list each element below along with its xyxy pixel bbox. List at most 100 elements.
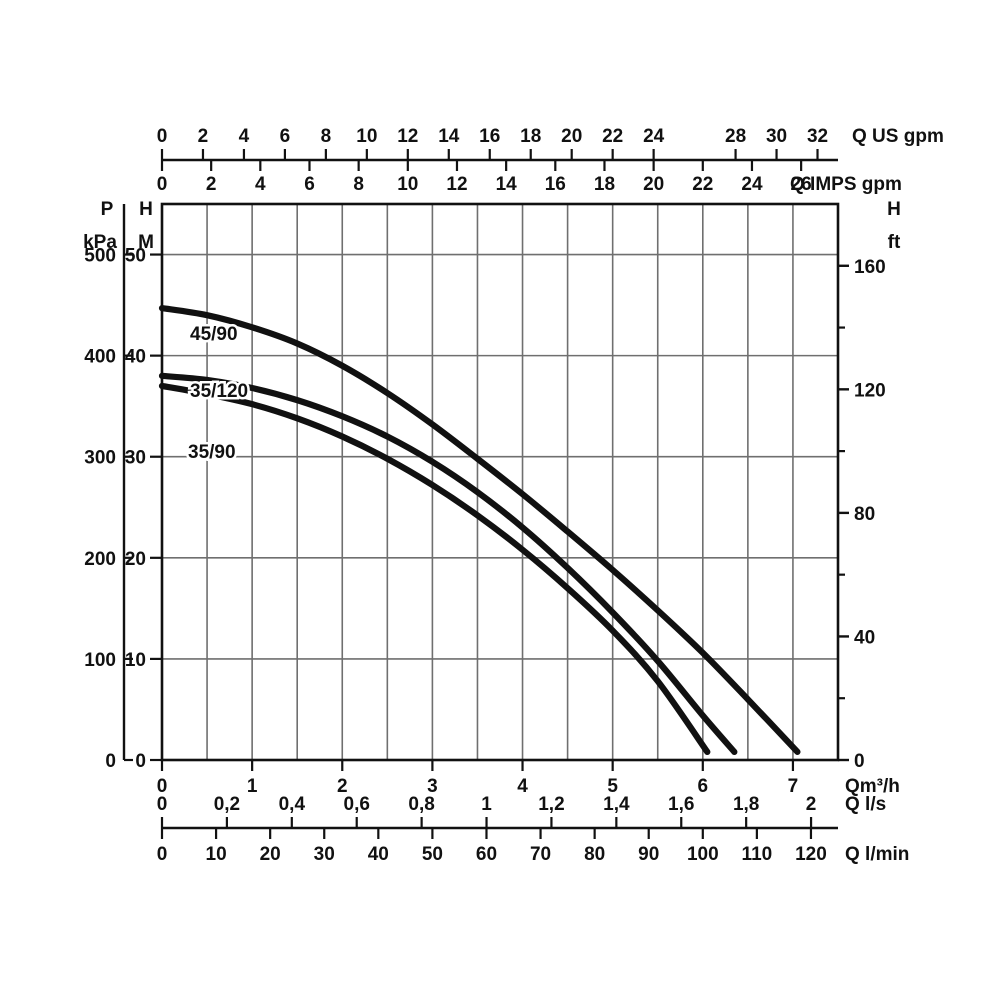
tick-label-head-ft: 120 — [854, 380, 886, 401]
tick-label-m3h: 1 — [247, 776, 258, 797]
tick-label-lmin: 10 — [206, 844, 227, 865]
plot-frame — [160, 202, 840, 762]
tick-label-lmin: 120 — [795, 844, 827, 865]
tick-label-m3h: 2 — [337, 776, 348, 797]
axis-tick-labels: 0 2 4 6 8 10 12 14 16 18 20 22 24 28 30 320 2 4 6 8 10 12 14 16… — [84, 126, 885, 865]
tick-label-ls: 1,6 — [668, 794, 694, 815]
tick-label-us-gpm: 28 — [725, 126, 746, 147]
grid-lines — [162, 204, 838, 760]
tick-label-us-gpm: 2 — [198, 126, 209, 147]
tick-label-pressure-kpa: 200 — [84, 549, 116, 570]
tick-label-us-gpm: 6 — [280, 126, 291, 147]
tick-label-ls: 1,8 — [733, 794, 759, 815]
tick-label-us-gpm: 16 — [479, 126, 500, 147]
plot-border — [160, 202, 840, 762]
tick-label-ls: 0,4 — [279, 794, 306, 815]
tick-label-imps-gpm: 20 — [643, 174, 664, 195]
curve-35-120 — [158, 372, 738, 756]
tick-label-ls: 2 — [806, 794, 817, 815]
curve-label-35-90: 35/90 — [188, 442, 236, 463]
curve-45-90 — [158, 305, 801, 756]
tick-label-us-gpm: 4 — [239, 126, 250, 147]
tick-label-imps-gpm: 26 — [791, 174, 812, 195]
tick-label-us-gpm: 30 — [766, 126, 787, 147]
tick-label-lmin: 110 — [742, 844, 773, 865]
tick-label-head-ft: 80 — [854, 504, 875, 525]
tick-label-us-gpm: 0 — [157, 126, 168, 147]
tick-label-ls: 1 — [481, 794, 492, 815]
tick-label-m3h: 6 — [698, 776, 709, 797]
tick-label-head-m: 20 — [125, 549, 146, 570]
tick-label-lmin: 30 — [314, 844, 335, 865]
tick-label-imps-gpm: 2 — [206, 174, 217, 195]
tick-label-imps-gpm: 18 — [594, 174, 615, 195]
tick-label-lmin: 40 — [368, 844, 389, 865]
tick-label-imps-gpm: 24 — [741, 174, 763, 195]
tick-label-lmin: 100 — [687, 844, 719, 865]
tick-label-imps-gpm: 0 — [157, 174, 168, 195]
curve-labels: 45/90 35/120 35/90 — [186, 322, 251, 466]
tick-label-us-gpm: 32 — [807, 126, 828, 147]
tick-label-imps-gpm: 4 — [255, 174, 266, 195]
tick-label-us-gpm: 14 — [438, 126, 460, 147]
tick-label-pressure-kpa: 400 — [84, 347, 116, 368]
tick-label-lmin: 70 — [530, 844, 551, 865]
tick-label-head-ft: 40 — [854, 627, 875, 648]
axis-name-lmin: Q l/min — [845, 844, 909, 865]
tick-label-head-m: 30 — [125, 448, 146, 469]
tick-label-lmin: 50 — [422, 844, 443, 865]
tick-label-lmin: 90 — [638, 844, 659, 865]
tick-label-us-gpm: 20 — [561, 126, 582, 147]
tick-label-imps-gpm: 8 — [353, 174, 364, 195]
tick-label-lmin: 80 — [584, 844, 605, 865]
axis-name-ls: Q l/s — [845, 794, 886, 815]
tick-label-lmin: 20 — [260, 844, 281, 865]
tick-label-imps-gpm: 16 — [545, 174, 566, 195]
tick-label-head-m: 10 — [125, 650, 146, 671]
axis-name-imps-gpm: Q IMPS gpm — [790, 174, 902, 195]
axis-rules — [122, 149, 849, 839]
tick-label-ls: 1,4 — [603, 794, 630, 815]
tick-label-m3h: 4 — [517, 776, 528, 797]
performance-curves — [158, 305, 801, 756]
tick-label-imps-gpm: 10 — [397, 174, 418, 195]
tick-label-m3h: 5 — [607, 776, 618, 797]
tick-label-us-gpm: 8 — [321, 126, 332, 147]
tick-label-lmin: 60 — [476, 844, 497, 865]
tick-label-head-ft: 160 — [854, 257, 886, 278]
curve-label-35-120: 35/120 — [190, 381, 248, 402]
tick-label-head-m: 40 — [125, 347, 146, 368]
curve-35-90 — [158, 382, 711, 756]
tick-label-us-gpm: 10 — [356, 126, 377, 147]
tick-label-us-gpm: 22 — [602, 126, 623, 147]
axis-unit-m: M — [138, 232, 154, 253]
tick-label-ls: 0 — [157, 794, 168, 815]
tick-label-ls: 1,2 — [538, 794, 564, 815]
tick-label-ls: 0,2 — [214, 794, 240, 815]
tick-label-pressure-kpa: 300 — [84, 448, 116, 469]
axis-name-m3h: Qm³/h — [845, 776, 900, 797]
tick-label-ls: 0,6 — [344, 794, 370, 815]
tick-label-us-gpm: 24 — [643, 126, 665, 147]
axis-unit-ft: ft — [888, 232, 901, 253]
curve-label-45-90: 45/90 — [190, 324, 238, 345]
tick-label-imps-gpm: 14 — [496, 174, 518, 195]
axis-unit-kpa: kPa — [83, 232, 117, 253]
axis-name-head-m: H — [139, 199, 153, 220]
tick-label-head-ft: 0 — [854, 751, 865, 772]
axis-name-head-ft: H — [887, 199, 901, 220]
tick-label-m3h: 7 — [788, 776, 799, 797]
tick-label-pressure-kpa: 500 — [84, 246, 116, 267]
tick-label-imps-gpm: 6 — [304, 174, 315, 195]
tick-label-imps-gpm: 22 — [692, 174, 713, 195]
tick-label-head-m: 50 — [125, 246, 146, 267]
axis-name-us-gpm: Q US gpm — [852, 126, 944, 147]
tick-label-ls: 0,8 — [408, 794, 434, 815]
tick-label-m3h: 3 — [427, 776, 438, 797]
tick-label-us-gpm: 12 — [397, 126, 418, 147]
tick-label-imps-gpm: 12 — [446, 174, 467, 195]
